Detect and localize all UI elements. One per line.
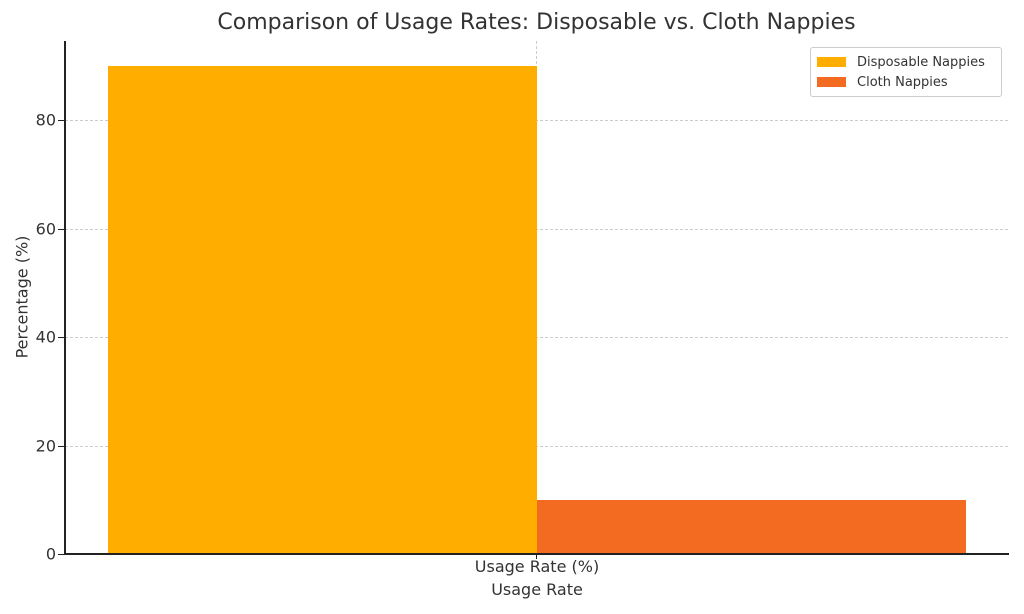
y-tick-label: 20 <box>35 436 56 455</box>
x-tick-label: Usage Rate (%) <box>474 557 600 576</box>
legend-swatch-disposable <box>817 57 846 67</box>
y-tick <box>58 445 64 447</box>
legend-item-cloth: Cloth Nappies <box>817 74 948 90</box>
legend-swatch-cloth <box>817 77 846 87</box>
y-tick-label: 80 <box>35 110 56 130</box>
y-tick-label: 60 <box>35 219 56 238</box>
bar-disposable <box>108 65 537 554</box>
chart-title: Comparison of Usage Rates: Disposable vs… <box>217 10 856 35</box>
x-tick <box>536 554 537 559</box>
y-tick <box>58 120 64 121</box>
y-tick <box>58 228 64 230</box>
legend-label: Cloth Nappies <box>857 74 948 90</box>
legend-item-disposable: Disposable Nappies <box>817 54 985 70</box>
y-axis-label: Percentage (%) <box>12 235 32 359</box>
legend-label: Disposable Nappies <box>857 54 985 70</box>
x-axis-label: Usage Rate <box>491 580 583 599</box>
y-tick-label: 0 <box>45 544 56 564</box>
y-tick <box>58 554 64 555</box>
y-tick-label: 40 <box>35 327 56 347</box>
legend: Disposable Nappies Cloth Nappies <box>810 47 1002 97</box>
y-axis-line <box>64 41 66 555</box>
y-tick <box>58 337 64 338</box>
x-axis-line <box>64 553 1009 555</box>
bar-cloth <box>537 499 966 554</box>
